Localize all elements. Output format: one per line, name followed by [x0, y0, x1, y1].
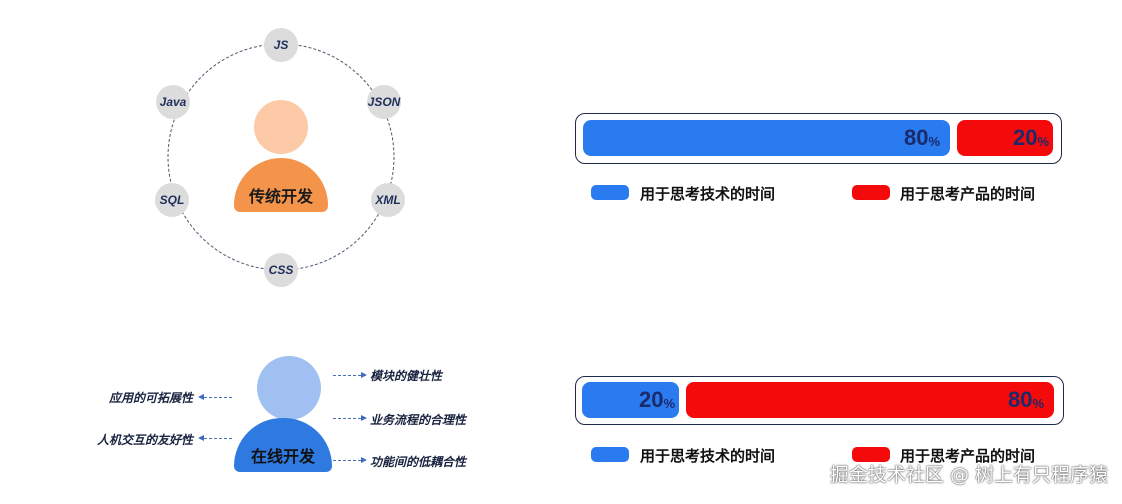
feature-left: 人机交互的友好性: [96, 433, 193, 447]
legend-label-product: 用于思考产品的时间: [900, 185, 1036, 203]
tech-segment: 20%: [582, 382, 679, 418]
tech-segment: 80%: [583, 120, 950, 156]
legend-swatch-tech: [591, 447, 629, 462]
legend-swatch-product: [852, 185, 890, 200]
legend-label-tech: 用于思考技术的时间: [640, 447, 776, 465]
person-body-label: 在线开发: [234, 418, 332, 472]
arrow-right-icon: [333, 415, 367, 421]
person-head: [254, 100, 308, 154]
skill-node-xml: XML: [371, 183, 405, 217]
product-segment: 20%: [957, 120, 1053, 156]
skill-node-js: JS: [264, 28, 298, 62]
arrow-left-icon: [198, 394, 232, 400]
legend-swatch-product: [852, 447, 890, 462]
skill-node-json: JSON: [367, 85, 401, 119]
feature-right: 模块的健壮性: [370, 369, 443, 383]
feature-right: 功能间的低耦合性: [370, 455, 467, 469]
arrow-right-icon: [333, 457, 367, 463]
arrow-left-icon: [198, 435, 232, 441]
watermark: 掘金技术社区 @ 树上有只程序猿: [829, 464, 1108, 486]
skill-node-java: Java: [156, 85, 190, 119]
arrow-right-icon: [333, 372, 367, 378]
legend-label-product: 用于思考产品的时间: [900, 447, 1036, 465]
person-head: [257, 356, 321, 420]
skill-node-sql: SQL: [155, 183, 189, 217]
skill-node-css: CSS: [264, 253, 298, 287]
time-bar-online: [575, 376, 1064, 425]
legend-swatch-tech: [591, 185, 629, 200]
product-segment: 80%: [686, 382, 1054, 418]
feature-left: 应用的可拓展性: [108, 391, 193, 405]
time-bar-traditional: [575, 113, 1062, 164]
feature-right: 业务流程的合理性: [370, 413, 467, 427]
legend-label-tech: 用于思考技术的时间: [640, 185, 776, 203]
